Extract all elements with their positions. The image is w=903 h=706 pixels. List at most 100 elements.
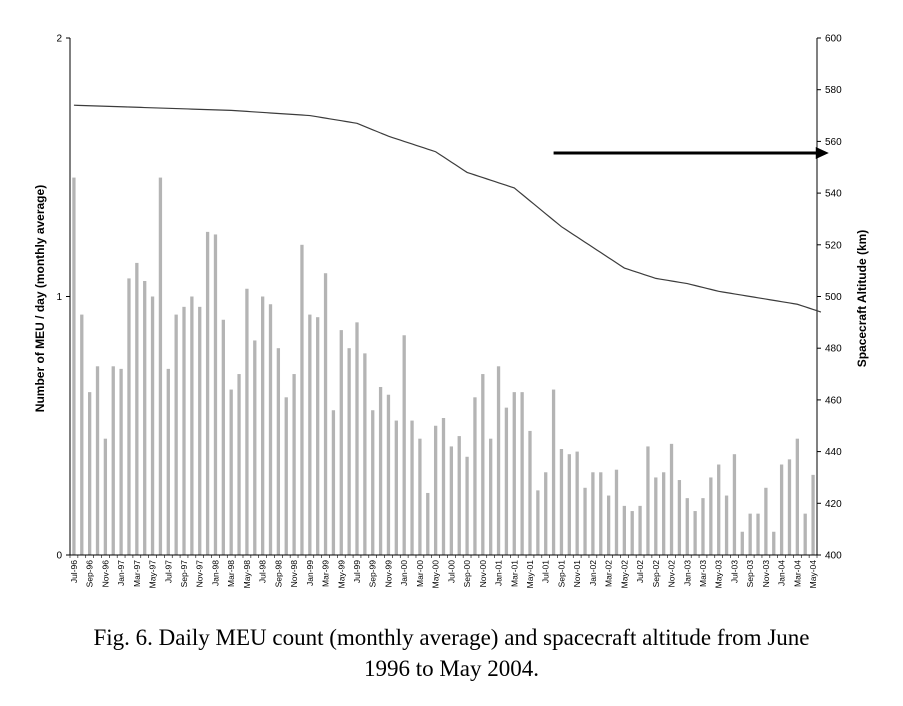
x-tick-label: Jul-02 [635,560,645,583]
x-tick-label: Nov-97 [195,560,205,588]
x-tick-label: Nov-00 [478,560,488,588]
meu-bar [268,304,273,555]
meu-bar [701,498,705,555]
meu-bar [748,513,752,555]
x-tick-label: Mar-98 [226,560,236,587]
meu-bar [630,511,634,555]
meu-bar [764,487,768,555]
right-tick-label: 520 [825,240,842,251]
meu-bar [158,177,163,555]
meu-bar [111,366,115,555]
meu-bar [292,374,296,555]
meu-bar [654,477,658,555]
meu-bar [261,296,265,555]
meu-bar [229,389,233,555]
meu-bar [386,394,391,555]
meu-bar [347,348,351,555]
meu-bar [740,531,744,555]
meu-bar [339,330,343,555]
right-tick-label: 440 [825,447,842,458]
meu-bar [449,446,454,555]
meu-bar [276,348,281,555]
altitude-line [73,104,822,313]
meu-bar [811,474,815,555]
x-tick-label: May-98 [242,560,252,589]
right-tick-label: 420 [825,499,842,510]
x-tick-label: Sep-98 [273,560,283,588]
x-tick-label: Jan-00 [399,560,409,586]
right-tick-label: 400 [825,551,842,562]
meu-bar [669,443,674,555]
x-tick-label: Sep-03 [745,560,755,588]
meu-bar [512,392,516,555]
x-tick-label: Jan-97 [116,560,126,586]
x-tick-label: Sep-00 [462,560,472,588]
x-tick-label: Jul-98 [258,560,268,583]
right-tick-label: 500 [825,292,842,303]
meu-bar [575,451,579,555]
meu-bar [213,234,218,555]
meu-bar [433,425,438,555]
x-tick-label: May-04 [808,560,818,589]
meu-bar [717,464,721,555]
right-tick-label: 560 [825,137,842,148]
meu-bar [544,472,548,555]
x-tick-label: Jul-96 [69,560,79,583]
meu-bar [583,487,587,555]
x-tick-label: Jul-03 [729,560,739,583]
x-tick-label: Jul-97 [163,560,173,583]
chart-axes: 0 1 2 400 420 440 460 480 500 520 540 560 580 600 Jul-… [56,34,842,589]
x-tick-label: Jan-02 [588,560,598,586]
x-tick-label: Jan-01 [494,560,504,586]
caption-line-1: Fig. 6. Daily MEU count (monthly average… [93,625,810,650]
meu-bar [622,505,626,555]
meu-bar [756,513,760,555]
x-tick-label: Sep-99 [368,560,378,588]
x-tick-label: Jan-03 [682,560,692,586]
x-tick-label: Jul-99 [352,560,362,583]
meu-bar [662,472,666,555]
x-tick-label: Nov-01 [572,560,582,588]
chart-figure: 0 1 2 400 420 440 460 480 500 520 540 560 580 600 Jul-… [33,34,869,589]
altitude-line-group [73,104,822,313]
right-tick-label: 540 [825,189,842,200]
x-tick-label: Nov-96 [100,560,110,588]
meu-bar [520,392,524,555]
meu-bar [127,278,131,555]
meu-bar [80,314,84,555]
meu-bar [103,438,108,555]
arrow-head [815,147,829,160]
meu-bar [551,389,556,555]
meu-bar [567,454,571,555]
meu-bar [772,531,776,555]
axis-labels: Number of MEU / day (monthly average) Spa… [33,185,869,412]
meu-bar [119,368,123,555]
left-axis-label: Number of MEU / day (monthly average) [33,185,47,412]
meu-bar [166,368,170,555]
meu-bar [638,505,642,555]
right-tick-label: 460 [825,395,842,406]
meu-bar [221,319,225,555]
x-tick-label: May-99 [336,560,346,589]
meu-bar [646,446,650,555]
meu-bar [426,492,430,555]
right-tick-label: 600 [825,34,842,45]
meu-bar [795,438,799,555]
meu-bar [803,513,807,555]
meu-bar [371,410,375,555]
x-tick-label: Jul-00 [446,560,456,583]
meu-bar [316,317,320,555]
meu-bar [394,420,398,555]
meu-bar [441,418,446,555]
meu-bars [72,177,815,556]
right-tick-label: 480 [825,344,842,355]
meu-bar [528,430,532,555]
meu-bar [88,392,92,555]
meu-bar [536,490,540,556]
x-tick-label: Sep-97 [179,560,189,588]
meu-bar [693,511,697,555]
meu-bar [150,296,155,555]
meu-bar [72,177,76,555]
meu-bar [308,314,312,555]
x-tick-label: May-02 [619,560,629,589]
